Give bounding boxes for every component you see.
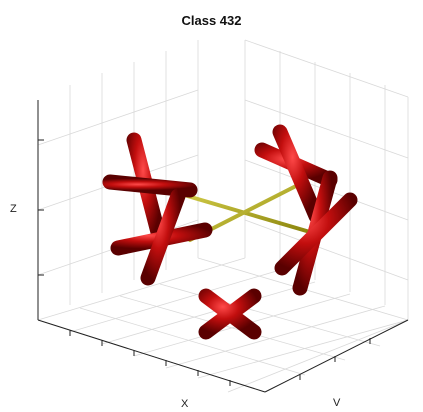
axes-frame xyxy=(37,100,409,393)
z-axis-label: Z xyxy=(10,203,17,215)
y-axis-label: V xyxy=(333,397,341,409)
glyph-right xyxy=(254,124,358,296)
chart-title: Class 432 xyxy=(181,13,242,28)
glyph-bottom xyxy=(198,288,262,340)
x-axis-label: X xyxy=(181,398,189,410)
glyph-top xyxy=(170,94,298,122)
glyphs xyxy=(102,94,358,340)
axis-ticks xyxy=(38,139,371,386)
glyph-left xyxy=(102,132,213,286)
axes-box xyxy=(37,39,409,393)
